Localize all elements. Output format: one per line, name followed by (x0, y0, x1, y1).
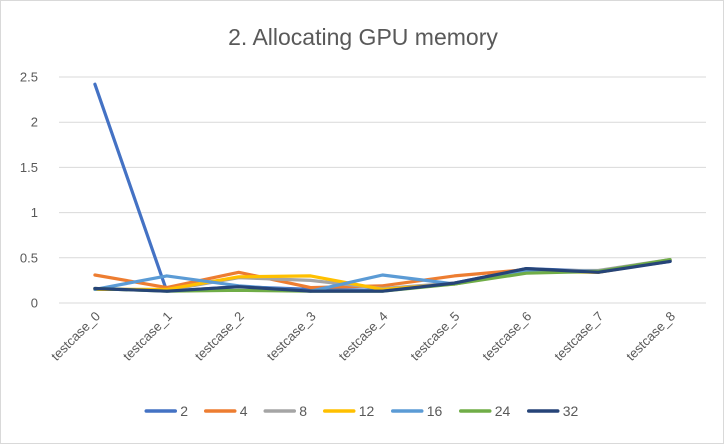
y-tick-label: 1.5 (20, 160, 38, 175)
gridlines (59, 76, 706, 259)
y-tick-label: 1 (31, 205, 38, 220)
y-tick-label: 2.5 (20, 70, 38, 85)
legend-label: 32 (563, 403, 579, 419)
x-tick-label: testcase_2 (192, 309, 247, 364)
x-tick-label: testcase_4 (336, 309, 391, 364)
y-axis-tick-labels: 0 0.5 1 1.5 2 2.5 (20, 70, 38, 311)
legend-label: 8 (299, 403, 307, 419)
x-tick-label: testcase_3 (264, 309, 319, 364)
x-tick-label: testcase_1 (120, 309, 175, 364)
legend: 2 4 8 12 16 24 32 (144, 403, 579, 419)
y-tick-label: 0 (31, 296, 38, 311)
series-line-32 (93, 259, 672, 293)
legend-label: 12 (359, 403, 375, 419)
x-tick-label: testcase_5 (407, 309, 462, 364)
y-tick-label: 0.5 (20, 250, 38, 265)
x-tick-label: testcase_8 (623, 309, 678, 364)
x-tick-label: testcase_7 (551, 309, 606, 364)
y-tick-label: 2 (31, 115, 38, 130)
legend-label: 24 (495, 403, 511, 419)
legend-label: 2 (180, 403, 188, 419)
x-tick-label: testcase_6 (479, 309, 534, 364)
chart-title: 2. Allocating GPU memory (228, 24, 498, 50)
x-axis-tick-labels: testcase_0 testcase_1 testcase_2 testcase_3… (48, 309, 678, 364)
series-lines (93, 82, 672, 293)
legend-label: 4 (240, 403, 248, 419)
x-tick-label: testcase_0 (48, 309, 103, 364)
legend-label: 16 (427, 403, 443, 419)
series-line-2 (93, 82, 672, 293)
